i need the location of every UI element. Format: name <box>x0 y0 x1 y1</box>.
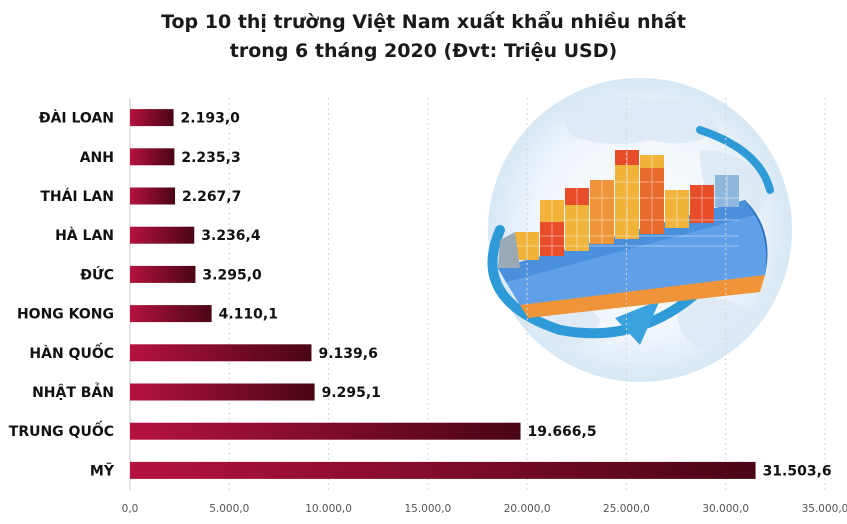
value-label: 3.236,4 <box>201 228 261 244</box>
chart-title: Top 10 thị trường Việt Nam xuất khẩu nhi… <box>0 8 847 66</box>
value-label: 9.295,1 <box>322 385 381 401</box>
bar <box>130 187 176 205</box>
x-tick-label: 10.000,0 <box>305 503 352 515</box>
category-label: TRUNG QUỐC <box>9 420 114 440</box>
value-label: 4.110,1 <box>219 307 278 323</box>
bar <box>130 226 195 244</box>
value-label: 3.295,0 <box>202 267 262 283</box>
category-label: MỸ <box>90 462 115 479</box>
bar <box>130 305 212 323</box>
category-label: HONG KONG <box>17 307 114 323</box>
chart-title-line-2: trong 6 tháng 2020 (Đvt: Triệu USD) <box>229 40 618 62</box>
value-label: 31.503,6 <box>763 463 832 479</box>
x-tick-label: 0,0 <box>122 503 139 515</box>
x-tick-label: 20.000,0 <box>504 503 551 515</box>
bars-group: ĐÀI LOAN 2.193,0 ANH 2.235,3 THÁI LAN 2.267,7… <box>9 109 832 479</box>
value-label: 19.666,5 <box>528 424 597 440</box>
x-tick-label: 35.000,0 <box>802 503 847 515</box>
category-label: ĐÀI LOAN <box>39 110 114 127</box>
bar <box>130 109 174 127</box>
chart-title-line-1: Top 10 thị trường Việt Nam xuất khẩu nhi… <box>161 11 686 33</box>
bar <box>130 265 196 283</box>
x-tick-label: 15.000,0 <box>404 503 451 515</box>
value-label: 9.139,6 <box>318 346 377 362</box>
bar <box>130 461 756 479</box>
value-label: 2.235,3 <box>181 150 240 166</box>
category-label: THÁI LAN <box>40 188 114 205</box>
bar <box>130 383 315 401</box>
bar <box>130 344 312 362</box>
category-label: ĐỨC <box>80 265 114 283</box>
category-label: ANH <box>80 150 114 166</box>
x-tick-label: 5.000,0 <box>209 503 249 515</box>
category-label: HÀ LAN <box>55 227 114 244</box>
bar <box>130 148 175 166</box>
value-label: 2.193,0 <box>181 111 241 127</box>
category-label: HÀN QUỐC <box>29 342 114 362</box>
x-tick-label: 25.000,0 <box>603 503 650 515</box>
bar <box>130 422 521 440</box>
category-label: NHẬT BẢN <box>32 382 114 401</box>
cargo-ship-globe-illustration <box>487 78 792 382</box>
value-label: 2.267,7 <box>182 189 241 205</box>
x-tick-label: 30.000,0 <box>702 503 749 515</box>
